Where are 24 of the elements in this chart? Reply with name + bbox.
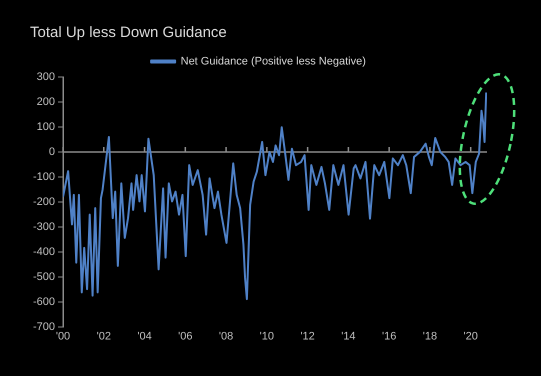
x-tick-label: '08 (218, 330, 234, 342)
legend-label: Net Guidance (Positive less Negative) (180, 56, 366, 68)
x-tick-label: '00 (56, 330, 70, 342)
y-tick-label: -600 (32, 296, 56, 308)
x-tick-label: '02 (96, 330, 111, 342)
x-tick-label: '16 (382, 330, 396, 342)
x-tick-label: '12 (300, 330, 315, 342)
x-tick-label: '10 (260, 330, 274, 342)
y-tick-label: -200 (32, 196, 56, 208)
y-tick-label: -500 (32, 270, 56, 283)
y-tick-label: -300 (32, 220, 56, 233)
y-tick-label: -700 (32, 320, 56, 333)
x-tick-label: '14 (341, 330, 356, 342)
x-tick-label: '18 (422, 330, 438, 342)
x-tick-label: '20 (464, 330, 478, 342)
x-tick-label: '04 (137, 330, 152, 342)
y-tick-label: 300 (36, 71, 56, 84)
y-tick-label: -400 (32, 246, 56, 258)
x-tick-label: '06 (178, 330, 192, 342)
y-tick-label: 200 (36, 96, 56, 108)
y-tick-label: -100 (32, 170, 56, 183)
y-tick-label: 100 (36, 120, 56, 133)
y-tick-label: 0 (48, 146, 56, 158)
chart-title: Total Up less Down Guidance (30, 24, 227, 42)
